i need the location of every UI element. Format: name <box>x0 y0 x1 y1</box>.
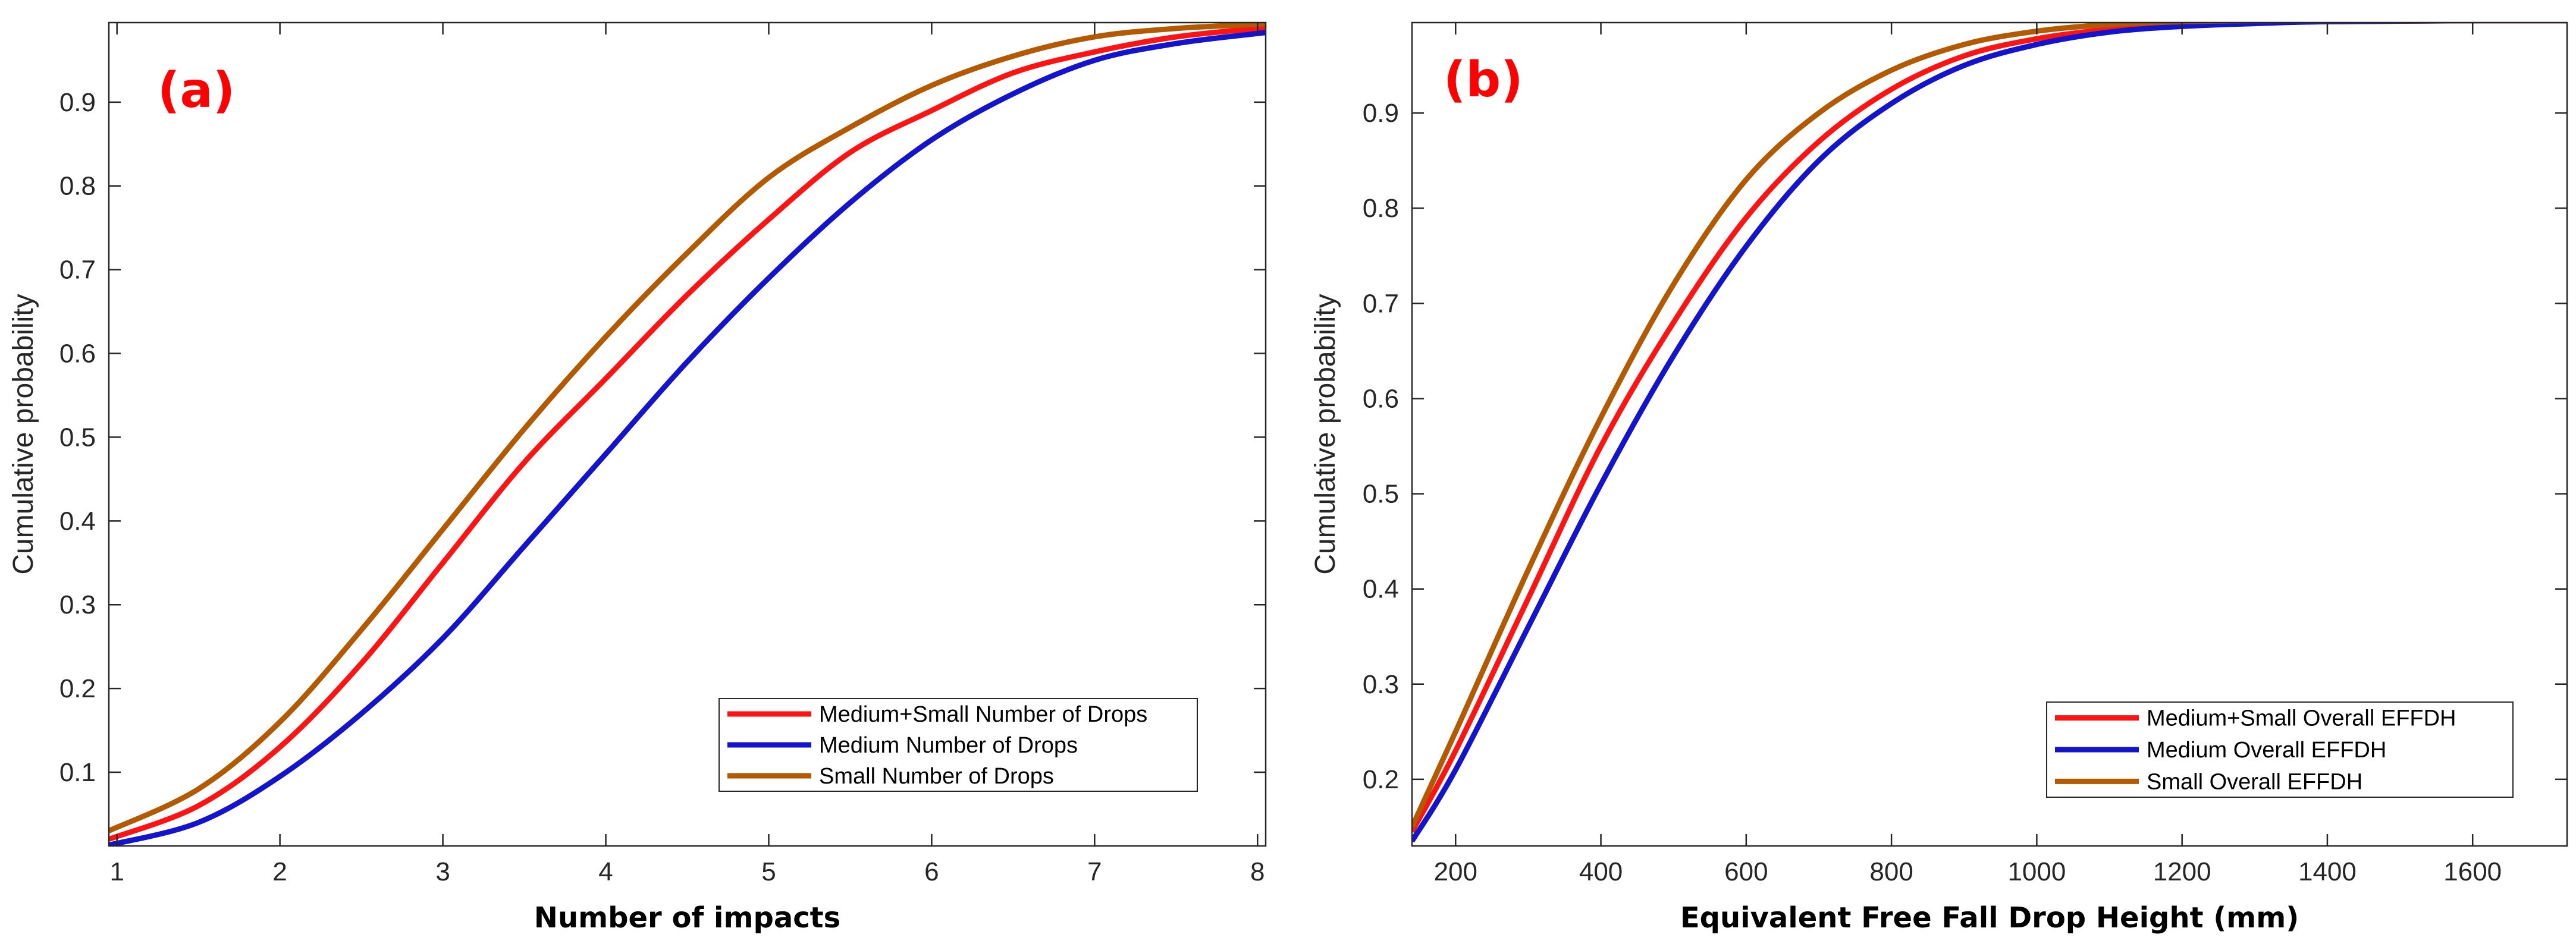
x-tick-label: 1200 <box>2153 857 2211 886</box>
x-axis-title: Number of impacts <box>534 901 840 935</box>
x-tick-label: 400 <box>1579 857 1623 886</box>
x-tick-label: 1000 <box>2007 857 2066 886</box>
y-tick-label: 0.2 <box>59 674 96 703</box>
x-tick-label: 8 <box>1250 857 1265 886</box>
y-axis-title: Cumulative probability <box>8 294 39 574</box>
y-axis-title: Cumulative probability <box>1310 294 1341 574</box>
panel-label: (a) <box>158 62 235 119</box>
legend-label-3: Small Number of Drops <box>819 764 1054 789</box>
y-tick-label: 0.8 <box>1363 194 1399 223</box>
x-tick-label: 3 <box>435 857 450 886</box>
x-tick-label: 5 <box>761 857 776 886</box>
x-tick-label: 1400 <box>2298 857 2357 886</box>
x-tick-label: 600 <box>1724 857 1768 886</box>
chart-panel-a: 1 2 3 4 5 6 7 8 0.1 0.2 0.3 0.4 0.5 0.6 0.7 0.8 0.9 Numbe… <box>8 21 1267 935</box>
y-tick-label: 0.9 <box>1363 99 1399 128</box>
y-tick-label: 0.9 <box>59 88 96 117</box>
y-tick-label: 0.6 <box>1363 384 1399 413</box>
x-tick-label: 4 <box>598 857 613 886</box>
y-tick-label: 0.5 <box>1363 480 1399 509</box>
legend: Medium+Small Number of Drops Medium Numbe… <box>718 698 1198 792</box>
axes-box <box>108 21 1267 847</box>
y-tick-label: 0.2 <box>1363 765 1399 794</box>
y-tick-label: 0.8 <box>59 172 96 201</box>
legend-label-2: Medium Number of Drops <box>819 733 1078 758</box>
panel-label: (b) <box>1444 52 1523 108</box>
y-tick-label: 0.3 <box>1363 670 1399 699</box>
y-tick-label: 0.5 <box>59 423 96 452</box>
axes-box <box>1411 21 2568 847</box>
x-tick-label: 1 <box>109 857 124 886</box>
series-line-2 <box>109 30 1266 846</box>
series-line-1 <box>109 24 1266 842</box>
x-tick-label: 800 <box>1869 857 1913 886</box>
x-axis-title: Equivalent Free Fall Drop Height (mm) <box>1680 901 2299 935</box>
y-tick-label: 0.3 <box>59 590 96 619</box>
series-line-1 <box>1412 23 2567 833</box>
legend-label-2: Medium Overall EFFDH <box>2147 738 2386 763</box>
x-tick-label: 6 <box>924 857 939 886</box>
legend-label-3: Small Overall EFFDH <box>2147 769 2362 794</box>
legend-label-1: Medium+Small Number of Drops <box>819 702 1147 727</box>
series-line-3 <box>109 23 1266 833</box>
legend-label-1: Medium+Small Overall EFFDH <box>2147 706 2456 731</box>
legend: Medium+Small Overall EFFDH Medium Overall… <box>2046 701 2514 798</box>
x-tick-label: 2 <box>272 857 287 886</box>
x-tick-label: 7 <box>1087 857 1102 886</box>
y-tick-label: 0.7 <box>1363 289 1399 318</box>
y-tick-label: 0.1 <box>59 758 96 787</box>
y-tick-label: 0.4 <box>59 506 96 536</box>
y-tick-label: 0.7 <box>59 256 96 285</box>
x-tick-label: 1600 <box>2443 857 2502 886</box>
series-line-2 <box>1412 23 2567 843</box>
x-tick-label: 200 <box>1434 857 1477 886</box>
series-line-3 <box>1412 23 2567 828</box>
y-tick-label: 0.6 <box>59 339 96 369</box>
chart-panel-b: 200 400 600 800 1000 1200 1400 1600 0.2 0.3 0.4 0.5… <box>1310 21 2568 935</box>
y-tick-label: 0.4 <box>1363 575 1399 604</box>
